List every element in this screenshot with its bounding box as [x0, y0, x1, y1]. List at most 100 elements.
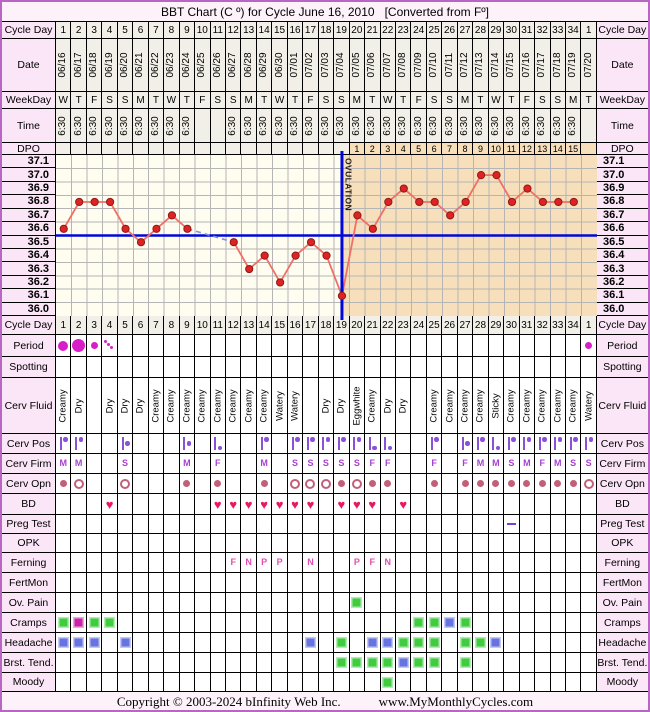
footer-website-link[interactable]: www.MyMonthlyCycles.com — [378, 693, 534, 709]
cell-dpo-d23: 4 — [394, 143, 411, 154]
cerv-fluid-value: Creamy — [551, 388, 563, 423]
cervix-openness-dot-icon — [59, 480, 67, 487]
weekday-value: M — [569, 94, 578, 106]
weekday-value: F — [523, 94, 530, 106]
cycle-day-bottom-value: 11 — [212, 319, 223, 331]
cell-ov-pain-d12 — [224, 593, 240, 612]
cell-headache-d17 — [302, 633, 317, 652]
cell-fertmon-d28 — [472, 573, 487, 592]
time-value: 6:30 — [149, 115, 161, 136]
cell-fertmon-d2 — [70, 573, 85, 592]
row-label-left-period: Period — [2, 335, 55, 356]
cell-brst-tend-d12 — [224, 653, 240, 672]
cell-cycle-day-bottom-d4: 4 — [101, 316, 117, 334]
cell-headache-d1 — [55, 633, 70, 652]
cell-ov-pain-d31 — [518, 593, 534, 612]
symptom-square-green-icon — [413, 657, 425, 668]
cell-cerv-pos-d31 — [518, 434, 534, 453]
cell-brst-tend-d21 — [364, 653, 379, 672]
cell-cycle-day-bottom-d3: 3 — [85, 316, 102, 334]
row-label-right-moody: Moody — [595, 673, 648, 691]
cell-cramps-d13 — [240, 613, 255, 632]
cell-spotting-d34 — [564, 357, 580, 377]
cell-ov-pain-d19 — [333, 593, 348, 612]
weekday-value: S — [554, 94, 562, 106]
cell-fertmon-d17 — [302, 573, 317, 592]
cell-cerv-pos-d23 — [394, 434, 410, 453]
cell-date-d29: 07/14 — [487, 39, 504, 91]
cell-date-d13: 06/28 — [240, 39, 256, 91]
cell-cerv-firm-d17: S — [302, 454, 317, 473]
cell-ov-pain-d2 — [70, 593, 85, 612]
cell-headache-d12 — [224, 633, 240, 652]
cell-time-d3: 6:30 — [85, 109, 102, 142]
date-value: 07/02 — [304, 52, 316, 78]
cycle-day-top-value: 5 — [122, 24, 128, 36]
page-title: BBT Chart (C º) for Cycle June 16, 2010 … — [2, 2, 648, 21]
cell-time-d8: 6:30 — [163, 109, 179, 142]
cell-moody-d6 — [132, 673, 147, 691]
cycle-day-top-value: 1 — [60, 24, 66, 36]
cell-opk-d9 — [178, 534, 194, 552]
temp-tick-label: 36.1 — [2, 288, 55, 301]
cell-period-d24 — [410, 335, 425, 356]
dpo-value: 1 — [354, 143, 360, 154]
cell-fertmon-d1 — [55, 573, 70, 592]
cell-cycle-day-top-d30: 30 — [503, 22, 519, 38]
cell-ferning-d25 — [425, 553, 441, 572]
cell-cycle-day-top-d26: 26 — [441, 22, 457, 38]
bbt-point-day-29 — [492, 171, 501, 180]
cell-ferning-d5 — [116, 553, 132, 572]
row-label-right-bd: BD — [595, 494, 648, 514]
cycle-day-top-value: 29 — [490, 24, 502, 36]
cerv-fluid-value: Creamy — [165, 388, 177, 423]
cell-fertmon-d34 — [564, 573, 580, 592]
cell-dpo-d5 — [116, 143, 133, 154]
cell-opk-d7 — [147, 534, 163, 552]
cell-spotting-d15 — [271, 357, 286, 377]
cell-weekday-d10: F — [194, 92, 210, 108]
cell-cerv-fluid-d12: Creamy — [224, 378, 241, 433]
cell-ferning-d1 — [55, 553, 70, 572]
cell-ov-pain-d4 — [101, 593, 116, 612]
cell-brst-tend-d31 — [518, 653, 534, 672]
cell-opk-d14 — [255, 534, 271, 552]
cell-cerv-opn-d5 — [116, 474, 132, 493]
cell-dpo-d4 — [101, 143, 117, 154]
cell-spotting-d11 — [209, 357, 225, 377]
cell-cramps-d21 — [364, 613, 379, 632]
cell-moody-d29 — [487, 673, 503, 691]
cell-moody-d15 — [271, 673, 286, 691]
temp-tick-label: 37.0 — [597, 167, 648, 181]
cell-cerv-firm-d4 — [101, 454, 116, 473]
cell-weekday-d17: F — [302, 92, 318, 108]
bbt-point-day-23 — [399, 184, 408, 193]
cell-date-d24: 07/09 — [410, 39, 426, 91]
cervix-openness-ring-icon — [305, 478, 316, 489]
cell-fertmon-d19 — [333, 573, 348, 592]
cell-moody-d8 — [163, 673, 178, 691]
cell-headache-d19 — [333, 633, 348, 652]
cell-cycle-day-bottom-d29: 29 — [487, 316, 504, 334]
cerv-fluid-value: Creamy — [536, 388, 548, 423]
cell-brst-tend-d34 — [564, 653, 580, 672]
row-label-right-fertmon: FertMon — [595, 573, 648, 592]
dpo-value: 9 — [477, 143, 483, 154]
dpo-value: 6 — [431, 143, 437, 154]
cell-fertmon-d29 — [487, 573, 503, 592]
cell-cycle-day-bottom-d9: 9 — [178, 316, 195, 334]
cell-period-d16 — [286, 335, 302, 356]
cell-cycle-day-bottom-d1: 1 — [55, 316, 71, 334]
cell-bd-d30 — [503, 494, 518, 514]
bbt-point-day-19 — [337, 291, 347, 300]
cell-cerv-fluid-d7: Creamy — [147, 378, 164, 433]
row-label-left-preg-test: Preg Test — [2, 515, 55, 533]
cell-cerv-fluid-d29: Sticky — [487, 378, 504, 433]
bbt-point-day-16 — [291, 251, 300, 260]
cell-dpo-d13 — [240, 143, 256, 154]
cell-weekday-d25: S — [425, 92, 442, 108]
cell-period-d14 — [255, 335, 271, 356]
row-label-left-moody: Moody — [2, 673, 55, 691]
date-value: 07/10 — [428, 52, 440, 78]
